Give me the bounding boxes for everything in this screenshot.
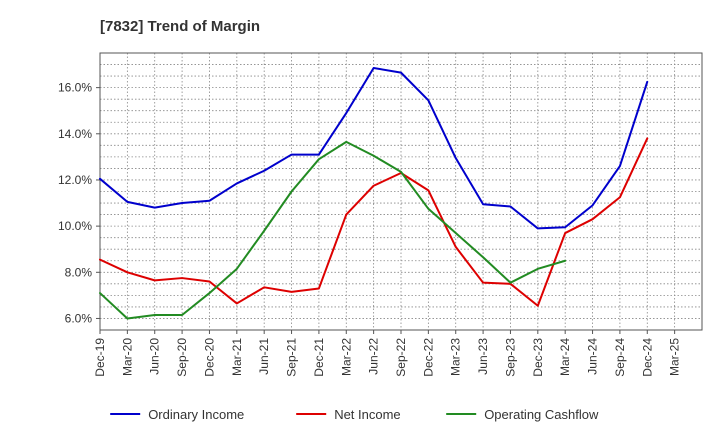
y-axis-ticks: 6.0% 8.0% 10.0% 12.0% 14.0% 16.0% bbox=[58, 81, 100, 325]
x-tick-label: Jun-21 bbox=[257, 338, 271, 375]
x-tick-label: Mar-24 bbox=[558, 338, 572, 376]
x-tick-label: Mar-22 bbox=[339, 338, 353, 376]
x-tick-label: Dec-19 bbox=[93, 338, 107, 377]
legend: Ordinary Income Net Income Operating Cashf… bbox=[110, 407, 599, 422]
x-tick-label: Jun-20 bbox=[148, 338, 162, 375]
legend-label-net-income: Net Income bbox=[334, 407, 400, 422]
x-tick-label: Dec-22 bbox=[421, 338, 435, 377]
series-line-operating-cashflow bbox=[99, 140, 567, 320]
x-tick-label: Mar-21 bbox=[230, 338, 244, 376]
series-layer bbox=[99, 67, 649, 320]
series-line-ordinary-income bbox=[99, 67, 649, 230]
legend-label-ordinary-income: Ordinary Income bbox=[148, 407, 244, 422]
legend-label-operating-cashflow: Operating Cashflow bbox=[484, 407, 599, 422]
y-tick-label: 12.0% bbox=[58, 173, 92, 187]
series-line-net-income bbox=[99, 137, 649, 307]
x-tick-label: Mar-25 bbox=[668, 338, 682, 376]
y-tick-label: 6.0% bbox=[65, 311, 93, 325]
x-tick-label: Dec-23 bbox=[531, 338, 545, 377]
x-tick-label: Dec-21 bbox=[312, 338, 326, 377]
x-tick-label: Sep-22 bbox=[394, 338, 408, 377]
chart-title: [7832] Trend of Margin bbox=[100, 18, 260, 35]
y-tick-label: 10.0% bbox=[58, 219, 92, 233]
x-tick-label: Mar-23 bbox=[449, 338, 463, 376]
x-tick-label: Sep-21 bbox=[285, 338, 299, 377]
x-tick-label: Jun-22 bbox=[367, 338, 381, 375]
x-tick-label: Mar-20 bbox=[120, 338, 134, 376]
y-tick-label: 14.0% bbox=[58, 127, 92, 141]
x-axis-ticks: Dec-19 Mar-20 Jun-20 Sep-20 Dec-20 Mar-21 Jun-… bbox=[93, 330, 682, 377]
x-tick-label: Dec-20 bbox=[202, 338, 216, 377]
x-tick-label: Dec-24 bbox=[640, 338, 654, 377]
y-tick-label: 8.0% bbox=[65, 265, 93, 279]
y-tick-label: 16.0% bbox=[58, 81, 92, 95]
x-tick-label: Sep-24 bbox=[613, 338, 627, 377]
grid-layer bbox=[100, 52, 702, 331]
x-tick-label: Sep-23 bbox=[503, 338, 517, 377]
x-tick-label: Jun-24 bbox=[586, 338, 600, 375]
x-tick-label: Sep-20 bbox=[175, 338, 189, 377]
x-tick-label: Jun-23 bbox=[476, 338, 490, 375]
